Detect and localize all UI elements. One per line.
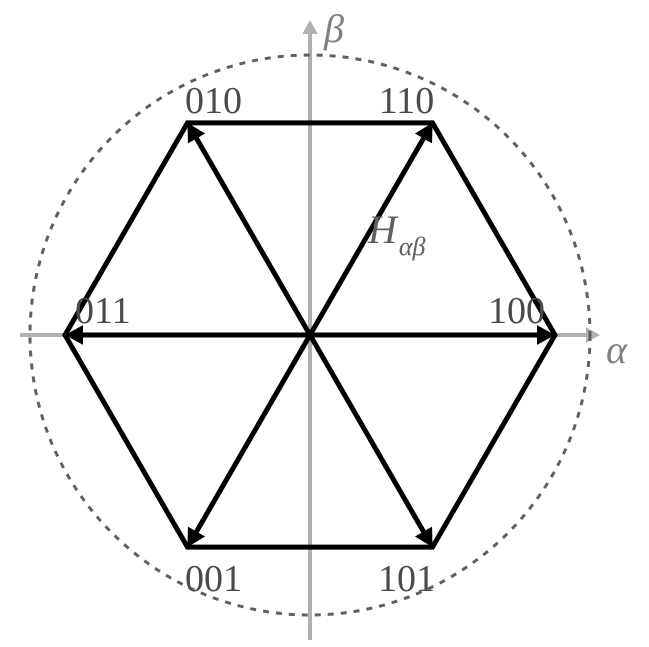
vertex-label-010: 010 [185,80,242,122]
beta-axis-label: β [323,6,344,51]
vertex-label-100: 100 [488,290,545,332]
space-vector-diagram: αβ100110010011001101Hαβ [0,0,649,647]
alpha-axis-label: α [606,327,628,372]
vertex-label-101: 101 [378,558,435,600]
vertex-label-001: 001 [185,558,242,600]
vertex-label-110: 110 [379,80,435,122]
vertex-label-011: 011 [75,290,131,332]
